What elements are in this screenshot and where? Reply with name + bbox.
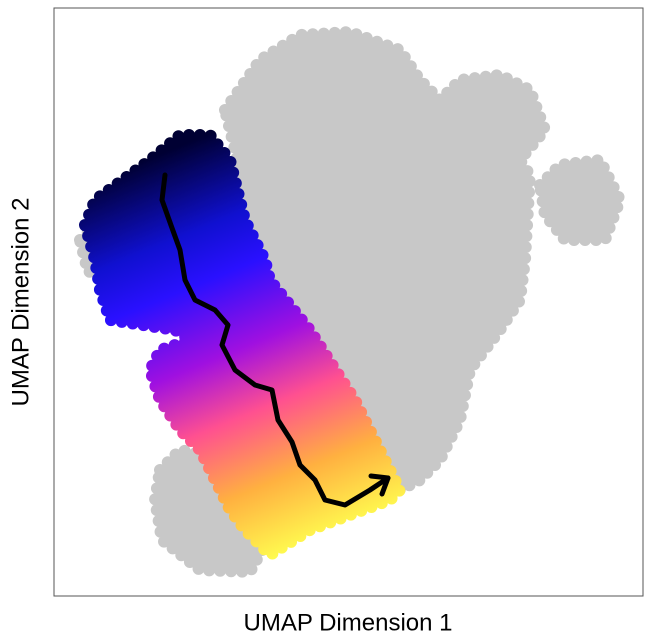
trajectory-arrow [159,172,391,508]
plot-frame [53,7,644,597]
gray-cluster [149,444,268,578]
arrow-head [368,473,391,497]
y-axis-label: UMAP Dimension 2 [7,198,34,407]
trajectory-line [159,172,391,508]
trajectory-cells [79,129,406,561]
gray-cluster [534,154,626,246]
x-axis-label: UMAP Dimension 1 [244,609,453,636]
